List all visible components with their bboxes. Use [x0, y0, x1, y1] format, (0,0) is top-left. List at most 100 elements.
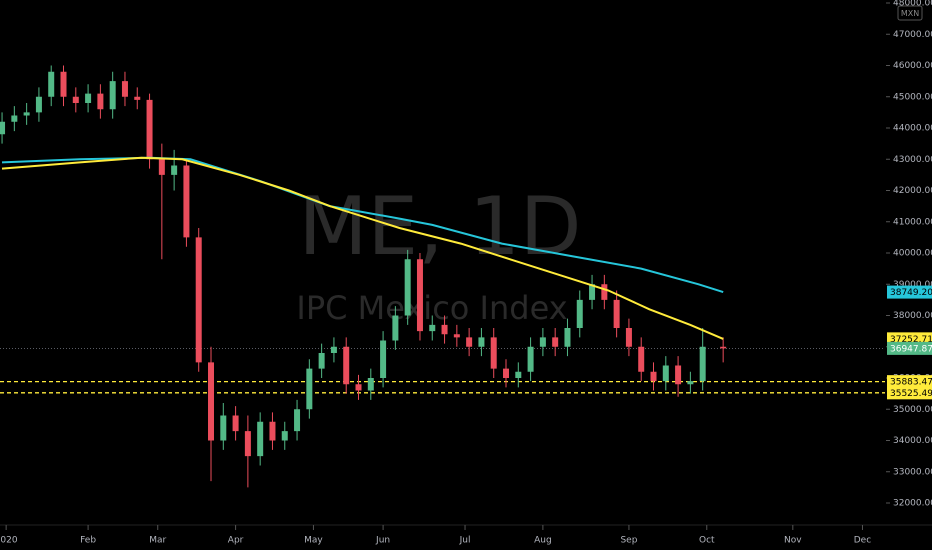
x-tick-label: Mar — [149, 536, 166, 546]
x-tick-label: Nov — [784, 536, 802, 546]
y-tick-label: 41000.00 — [893, 217, 932, 227]
y-tick-label: 33000.00 — [893, 467, 932, 477]
candle-body — [601, 284, 608, 300]
candle-body — [720, 346, 727, 349]
candle-body — [687, 381, 694, 385]
y-tick-label: 34000.00 — [893, 436, 932, 446]
price-label-bg — [887, 386, 932, 400]
candle-body — [72, 96, 79, 103]
candle-body — [85, 93, 92, 103]
candle-body — [306, 368, 313, 410]
moving-average — [1, 156, 724, 340]
candle-body — [208, 362, 215, 441]
x-tick-label: Oct — [699, 536, 715, 546]
candle-body — [35, 96, 42, 113]
candle-body — [625, 328, 632, 347]
candle-body — [330, 346, 337, 353]
candle-body — [23, 112, 30, 116]
candle-body — [244, 431, 251, 457]
y-tick-label: 46000.00 — [893, 61, 932, 71]
candle-body — [121, 81, 128, 97]
candle-body — [466, 337, 473, 347]
price-label: 36947.87 — [890, 344, 932, 354]
candle-body — [539, 337, 546, 347]
x-tick-label: Jul — [459, 536, 471, 546]
price-label: 38749.20 — [890, 288, 932, 298]
candle-body — [478, 337, 485, 347]
y-tick-label: 35000.00 — [893, 405, 932, 415]
candle-body — [281, 431, 288, 441]
candle-body — [380, 340, 387, 378]
x-tick-label: Jun — [375, 536, 390, 546]
x-tick-label: May — [304, 536, 323, 546]
candle-body — [404, 259, 411, 316]
candle-body — [318, 353, 325, 369]
price-label: 37252.71 — [890, 335, 932, 345]
currency: MXN — [901, 9, 919, 18]
candle-body — [171, 165, 178, 175]
y-tick-label: 44000.00 — [893, 124, 932, 134]
candle-body — [183, 165, 190, 238]
candle-body — [134, 96, 141, 100]
candle-body — [355, 384, 362, 391]
candle-body — [367, 378, 374, 391]
candle-body — [109, 81, 116, 110]
candle-body — [220, 415, 227, 441]
candle-body — [453, 334, 460, 338]
candle-body — [294, 409, 301, 432]
candle-body — [0, 121, 6, 135]
candle-body — [60, 71, 67, 97]
candle-body — [638, 346, 645, 372]
currency-badge — [897, 5, 923, 21]
candle-body — [589, 284, 596, 300]
candle-body — [699, 346, 706, 382]
y-tick-label: 40000.00 — [893, 249, 932, 259]
candle-body — [48, 71, 55, 97]
y-tick-label: 32000.00 — [893, 499, 932, 509]
candle-body — [552, 337, 559, 347]
x-tick-label: Aug — [534, 536, 552, 546]
candle-body — [650, 371, 657, 382]
price-label: 35525.49 — [890, 389, 932, 399]
candle-body — [269, 421, 276, 441]
candle-body — [662, 365, 669, 382]
price-label-bg — [887, 375, 932, 389]
candle-body — [441, 324, 448, 335]
y-tick-label: 43000.00 — [893, 155, 932, 165]
y-tick-label: 45000.00 — [893, 92, 932, 102]
y-tick-label: 38000.00 — [893, 311, 932, 321]
y-tick-label: 42000.00 — [893, 186, 932, 196]
y-tick-label: 39000.00 — [893, 280, 932, 290]
candle-body — [564, 328, 571, 347]
candle-body — [146, 99, 153, 160]
candle-body — [503, 368, 510, 378]
candle-body — [195, 237, 202, 363]
price-label: 35883.47 — [890, 378, 932, 388]
y-tick-label: 48000.00 — [893, 0, 932, 9]
candle-body — [429, 324, 436, 332]
candle-body — [576, 299, 583, 328]
price-label-bg — [887, 285, 932, 299]
candle-body — [392, 315, 399, 341]
price-label-bg — [887, 341, 932, 355]
candle-body — [515, 371, 522, 378]
y-tick-label: 47000.00 — [893, 30, 932, 40]
candle-body — [343, 346, 350, 385]
candle-body — [232, 415, 239, 432]
candle-body — [675, 365, 682, 385]
x-tick-label: Dec — [854, 536, 871, 546]
x-tick-label: Sep — [620, 536, 637, 546]
candle-body — [97, 93, 104, 110]
candle-body — [490, 337, 497, 369]
candle-body — [416, 259, 423, 332]
x-tick-label: 2020 — [0, 536, 18, 546]
candle-body — [158, 159, 165, 175]
candle-body — [613, 299, 620, 328]
candle-body — [11, 115, 18, 122]
x-tick-label: Apr — [228, 536, 244, 546]
candle-body — [527, 346, 534, 372]
candle-body — [257, 421, 264, 457]
x-tick-label: Feb — [80, 536, 96, 546]
